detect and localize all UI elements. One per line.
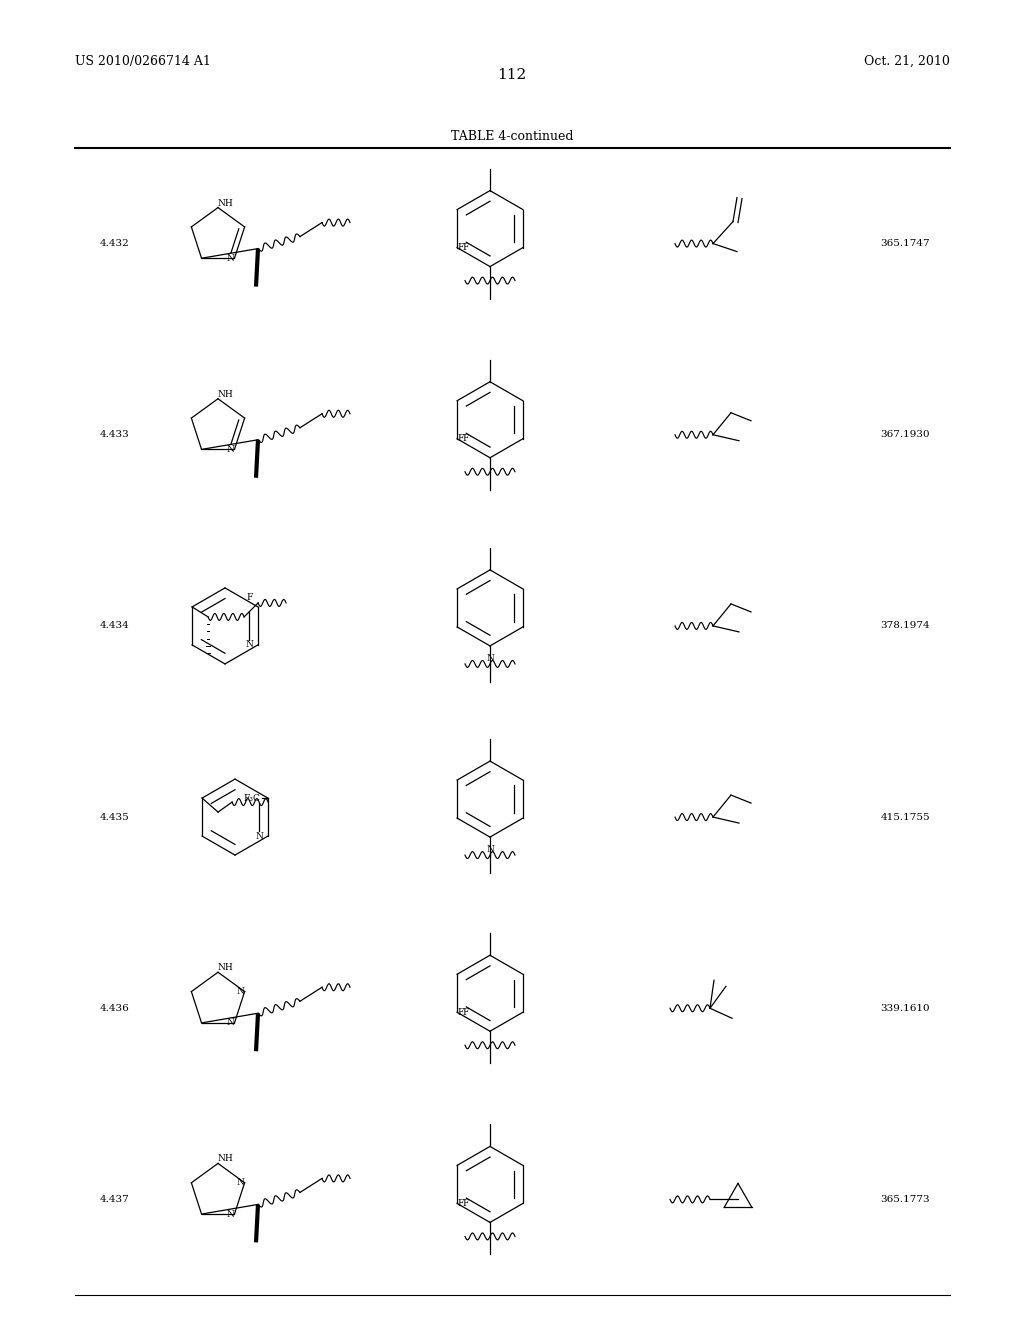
Text: 365.1773: 365.1773: [881, 1195, 930, 1204]
Text: 4.435: 4.435: [100, 813, 130, 821]
Text: TABLE 4-continued: TABLE 4-continued: [451, 129, 573, 143]
Text: F: F: [462, 1199, 468, 1208]
Text: N: N: [226, 1209, 234, 1218]
Text: F: F: [462, 1007, 468, 1016]
Text: N: N: [237, 1179, 245, 1187]
Text: F: F: [457, 243, 464, 252]
Text: 4.434: 4.434: [100, 622, 130, 631]
Text: 4.436: 4.436: [100, 1003, 130, 1012]
Text: F: F: [462, 243, 468, 252]
Text: N: N: [226, 445, 234, 454]
Text: NH: NH: [218, 1155, 233, 1163]
Text: F: F: [247, 593, 253, 602]
Text: 4.433: 4.433: [100, 430, 130, 440]
Text: US 2010/0266714 A1: US 2010/0266714 A1: [75, 55, 211, 69]
Text: 4.432: 4.432: [100, 239, 130, 248]
Text: 4.437: 4.437: [100, 1195, 130, 1204]
Text: 415.1755: 415.1755: [881, 813, 930, 821]
Text: NH: NH: [218, 389, 233, 399]
Text: N: N: [255, 832, 263, 841]
Text: 365.1747: 365.1747: [881, 239, 930, 248]
Text: F: F: [457, 1007, 464, 1016]
Text: N: N: [486, 653, 494, 663]
Text: Oct. 21, 2010: Oct. 21, 2010: [864, 55, 950, 69]
Text: F: F: [457, 1199, 464, 1208]
Text: 112: 112: [498, 69, 526, 82]
Text: NH: NH: [218, 198, 233, 207]
Text: 367.1930: 367.1930: [881, 430, 930, 440]
Text: NH: NH: [218, 964, 233, 973]
Text: 339.1610: 339.1610: [881, 1003, 930, 1012]
Text: F: F: [462, 434, 468, 444]
Text: N: N: [486, 845, 494, 854]
Text: F₃C: F₃C: [243, 793, 260, 803]
Text: F: F: [457, 434, 464, 444]
Text: N: N: [226, 1019, 234, 1027]
Text: 378.1974: 378.1974: [881, 622, 930, 631]
Text: N: N: [226, 253, 234, 263]
Text: N: N: [245, 640, 253, 649]
Text: N: N: [237, 987, 245, 997]
